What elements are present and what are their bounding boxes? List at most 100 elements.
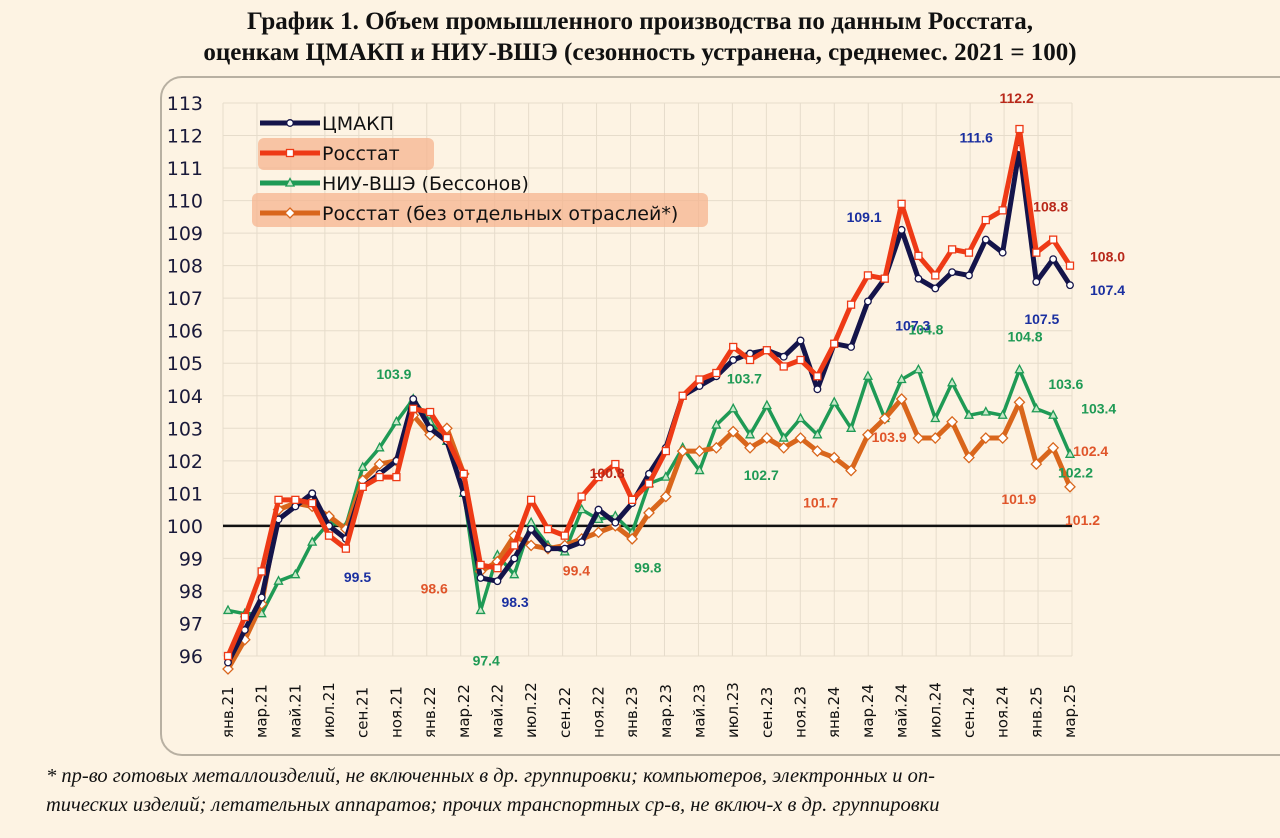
data-label: 103.4 (1081, 400, 1116, 416)
data-label: 104.8 (1007, 329, 1042, 345)
x-tick-label: май.22 (488, 684, 506, 738)
marker-square (375, 472, 384, 482)
marker-triangle (1031, 402, 1042, 413)
marker-diamond (284, 207, 296, 219)
x-axis-ticks: янв.21 мар.21 май.21 июл.21 сен.21 ноя.21 янв.… (219, 682, 1079, 738)
marker-square (644, 479, 654, 488)
y-tick-label: 107 (167, 288, 203, 310)
marker-square (712, 368, 721, 378)
marker-circle (1049, 255, 1058, 264)
data-label: 103.7 (727, 371, 762, 387)
x-tick-label: июл.24 (926, 682, 944, 738)
marker-diamond (1047, 441, 1060, 454)
marker-square (813, 372, 822, 381)
marker-triangle (997, 409, 1008, 419)
y-axis-ticks: 96 97 98 99 100 101 102 103 104 105 106 107 108 109 11… (167, 93, 203, 668)
marker-triangle (374, 441, 385, 452)
marker-triangle (778, 432, 789, 442)
marker-square (1015, 124, 1024, 134)
y-tick-label: 101 (167, 483, 203, 505)
x-tick-label: янв.21 (219, 686, 237, 738)
data-label: 102.4 (1073, 443, 1108, 459)
marker-diamond (710, 441, 723, 454)
marker-square (863, 271, 873, 280)
marker-circle (224, 658, 232, 667)
marker-circle (847, 343, 856, 351)
marker-circle (914, 274, 923, 283)
marker-circle (813, 385, 822, 394)
marker-circle (863, 297, 872, 306)
marker-diamond (1064, 480, 1076, 493)
marker-diamond (963, 451, 975, 464)
series-group (222, 124, 1076, 675)
data-label: 99.4 (563, 562, 590, 578)
y-tick-label: 99 (179, 548, 203, 570)
marker-square (880, 274, 889, 283)
marker-square (274, 495, 283, 505)
marker-square (678, 391, 687, 400)
legend-item: Росстат (без отдельных отраслей*) (260, 203, 678, 225)
legend-label: Росстат (без отдельных отраслей*) (322, 203, 678, 225)
y-tick-label: 96 (179, 646, 203, 668)
marker-diamond (929, 432, 942, 444)
marker-triangle (845, 422, 857, 432)
data-label: 107.5 (1024, 311, 1059, 327)
y-tick-label: 104 (167, 386, 203, 408)
marker-square (341, 544, 351, 553)
y-tick-label: 103 (167, 418, 203, 440)
footnote-line-1: * пр-во готовых металлоизделий, не включ… (46, 765, 935, 787)
marker-diamond (828, 451, 841, 464)
marker-circle (729, 356, 738, 364)
data-label: 99.5 (344, 569, 371, 585)
marker-circle (527, 525, 536, 534)
marker-diamond (979, 432, 992, 444)
marker-circle (510, 554, 519, 563)
legend-label: ЦМАКП (322, 113, 394, 135)
marker-triangle (862, 370, 874, 380)
y-tick-label: 100 (167, 516, 203, 538)
marker-square (526, 495, 536, 505)
marker-triangle (744, 428, 756, 439)
marker-square (240, 612, 249, 622)
data-label: 99.8 (634, 559, 661, 575)
marker-square (846, 300, 856, 309)
marker-diamond (373, 458, 386, 470)
marker-triangle (660, 471, 671, 481)
marker-circle (611, 518, 620, 527)
marker-square (308, 498, 317, 508)
y-tick-label: 111 (167, 158, 203, 180)
marker-circle (426, 424, 435, 433)
marker-triangle (963, 409, 975, 419)
x-tick-label: сен.21 (354, 687, 372, 738)
marker-triangle (284, 177, 296, 187)
x-tick-label: янв.23 (623, 686, 641, 738)
x-tick-label: ноя.22 (589, 686, 607, 738)
marker-triangle (829, 396, 840, 406)
marker-square (476, 560, 485, 570)
chart-title-line-2: оценкам ЦМАКП и НИУ-ВШЭ (сезонность устр… (203, 39, 1077, 66)
marker-square (543, 524, 553, 534)
marker-diamond (744, 441, 756, 454)
legend-item: Росстат (260, 143, 400, 165)
y-tick-label: 113 (167, 93, 203, 115)
x-tick-label: янв.25 (1027, 686, 1045, 738)
marker-square (964, 248, 974, 257)
marker-square (830, 339, 839, 348)
marker-square (779, 362, 788, 371)
marker-circle (931, 284, 940, 293)
data-label: 97.4 (473, 652, 500, 668)
data-label: 107.4 (1090, 282, 1125, 298)
y-tick-label: 108 (167, 256, 203, 278)
marker-square (762, 346, 772, 355)
y-tick-label: 98 (179, 581, 203, 603)
marker-diamond (794, 432, 807, 444)
marker-diamond (996, 432, 1009, 444)
x-tick-label: сен.22 (556, 687, 574, 738)
legend-label: НИУ-ВШЭ (Бессонов) (322, 173, 529, 195)
chart-frame (160, 76, 1280, 756)
legend-highlight (252, 193, 708, 227)
marker-triangle (475, 604, 486, 615)
marker-square (291, 495, 300, 505)
marker-square (594, 472, 603, 482)
